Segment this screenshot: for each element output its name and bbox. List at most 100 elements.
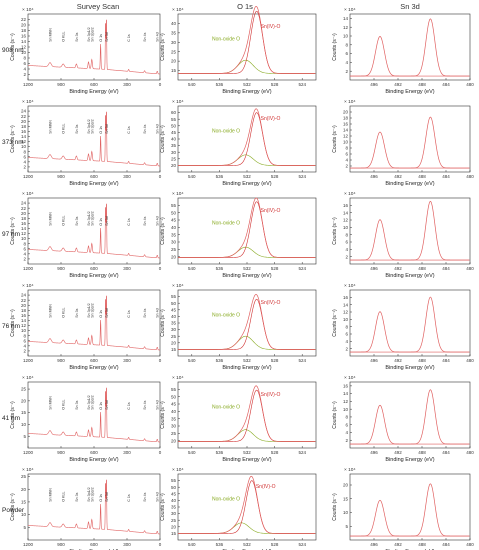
non-oxide-label: Non-oxide O [212, 220, 240, 226]
y-tick-label: 40 [171, 498, 177, 503]
peak-label: O 1s [99, 218, 103, 226]
y-tick-label: 10 [343, 407, 349, 412]
x-axis-label: Binding Energy (eV) [385, 457, 434, 463]
survey-spectrum [27, 479, 161, 535]
y-tick-label: 50 [171, 210, 177, 215]
x-tick-label: 900 [57, 174, 65, 179]
y-tick-label: 30 [171, 327, 177, 332]
x-tick-label: 528 [271, 174, 279, 179]
multiplier-label: × 10⁴ [22, 191, 34, 197]
y-tick-label: 2 [23, 257, 26, 262]
x-tick-label: 532 [243, 266, 251, 271]
sn3d-5-2-peak [350, 116, 470, 169]
y-tick-label: 16 [343, 295, 349, 300]
multiplier-label: × 10⁴ [22, 7, 34, 13]
y-tick-label: 45 [171, 218, 177, 223]
sn3d-panel: × 10⁴ 2 4 6 8 10 12 14 496 492 488 484 480 Binding En… [332, 7, 474, 95]
peak-label: C 1s [127, 34, 131, 42]
y-tick-label: 15 [171, 531, 177, 536]
x-axis-label: Binding Energy (eV) [69, 89, 118, 95]
sn3d-panel: × 10⁴5101520496492488484480Binding Energ… [332, 467, 474, 550]
peak-label: O KLL [62, 32, 66, 42]
peak-label: O 1s [99, 126, 103, 134]
o1s-envelope [178, 293, 316, 350]
y-tick-label: 55 [171, 478, 177, 483]
y-tick-label: 14 [343, 391, 349, 396]
plot-frame [27, 473, 161, 541]
sn-iv-o-label: Sn(IV)-O [256, 484, 276, 490]
y-tick-label: 15 [171, 68, 177, 73]
peak-label: Sn 3s [75, 308, 79, 317]
sn3d-3-2-peak [350, 36, 470, 77]
non-oxide-label: Non-oxide O [212, 312, 240, 318]
y-tick-label: 60 [171, 110, 177, 115]
y-tick-label: 25 [171, 518, 177, 523]
multiplier-label: × 10⁴ [344, 283, 356, 289]
sn-iv-o-label: Sn(IV)-O [261, 24, 281, 30]
x-tick-label: 1200 [23, 266, 34, 271]
sn-o-component [178, 389, 316, 442]
peak-label: Sn 3p3/2 [90, 487, 94, 501]
y-tick-label: 40 [171, 409, 177, 414]
x-tick-label: 492 [394, 266, 402, 271]
o1s-panel: × 10⁴ 20 25 30 35 40 45 50 55 540 536 532 528 524 Bind… [160, 191, 317, 279]
peak-label: C 1s [127, 310, 131, 318]
o1s-panel: × 10⁴152025303540455055540536532528524Bi… [160, 467, 317, 550]
row-label: 908 nm [2, 47, 24, 54]
multiplier-label: × 10⁴ [344, 191, 356, 197]
non-oxide-component [178, 154, 316, 166]
peak-label: Sn 4s [143, 32, 147, 41]
y-tick-label: 35 [171, 30, 177, 35]
y-axis-label: Counts (s⁻¹) [332, 125, 338, 153]
x-tick-label: 900 [57, 358, 65, 363]
non-oxide-label: Non-oxide O [212, 496, 240, 502]
o1s-panel: × 10⁴ 20 25 30 35 40 45 50 55 540 536 532 528 524 Bind… [160, 375, 317, 463]
y-tick-label: 15 [21, 500, 27, 505]
y-tick-label: 14 [343, 16, 349, 21]
multiplier-label: × 10⁴ [172, 283, 184, 289]
y-tick-label: 10 [343, 34, 349, 39]
multiplier-label: × 10⁴ [344, 7, 356, 13]
y-tick-label: 12 [343, 399, 349, 404]
y-tick-label: 35 [171, 505, 177, 510]
plot-frame [177, 473, 317, 541]
x-tick-label: 524 [298, 266, 306, 271]
x-tick-label: 488 [418, 174, 426, 179]
peak-label: Sn 4s [143, 124, 147, 133]
non-oxide-component [178, 429, 316, 442]
x-axis-label: Binding Energy (eV) [69, 273, 118, 279]
y-tick-label: 8 [23, 149, 26, 154]
y-tick-label: 12 [21, 323, 27, 328]
x-tick-label: 0 [159, 358, 162, 363]
y-tick-label: 20 [171, 340, 177, 345]
x-tick-label: 900 [57, 82, 65, 87]
x-tick-label: 540 [188, 450, 196, 455]
x-tick-label: 536 [216, 174, 224, 179]
y-tick-label: 22 [21, 114, 27, 119]
x-tick-label: 900 [57, 450, 65, 455]
o1s-envelope [178, 6, 316, 74]
y-tick-label: 6 [23, 246, 26, 251]
x-tick-label: 528 [271, 450, 279, 455]
x-tick-label: 528 [271, 266, 279, 271]
x-tick-label: 900 [57, 266, 65, 271]
peak-label: C 1s [127, 494, 131, 502]
x-tick-label: 492 [394, 82, 402, 87]
x-axis-label: Binding Energy (eV) [385, 273, 434, 279]
x-tick-label: 600 [90, 174, 98, 179]
row-label: 76 nm [2, 323, 20, 330]
y-tick-label: 12 [21, 45, 27, 50]
x-tick-label: 492 [394, 358, 402, 363]
survey-spectrum [27, 295, 161, 351]
y-tick-label: 16 [21, 129, 27, 134]
x-axis-label: Binding Energy (eV) [385, 89, 434, 95]
x-tick-label: 496 [370, 542, 378, 547]
peak-label: Sn 4s [143, 400, 147, 409]
y-tick-label: 25 [171, 156, 177, 161]
x-tick-label: 300 [123, 542, 131, 547]
y-tick-label: 6 [345, 51, 348, 56]
y-tick-label: 4 [345, 60, 348, 65]
